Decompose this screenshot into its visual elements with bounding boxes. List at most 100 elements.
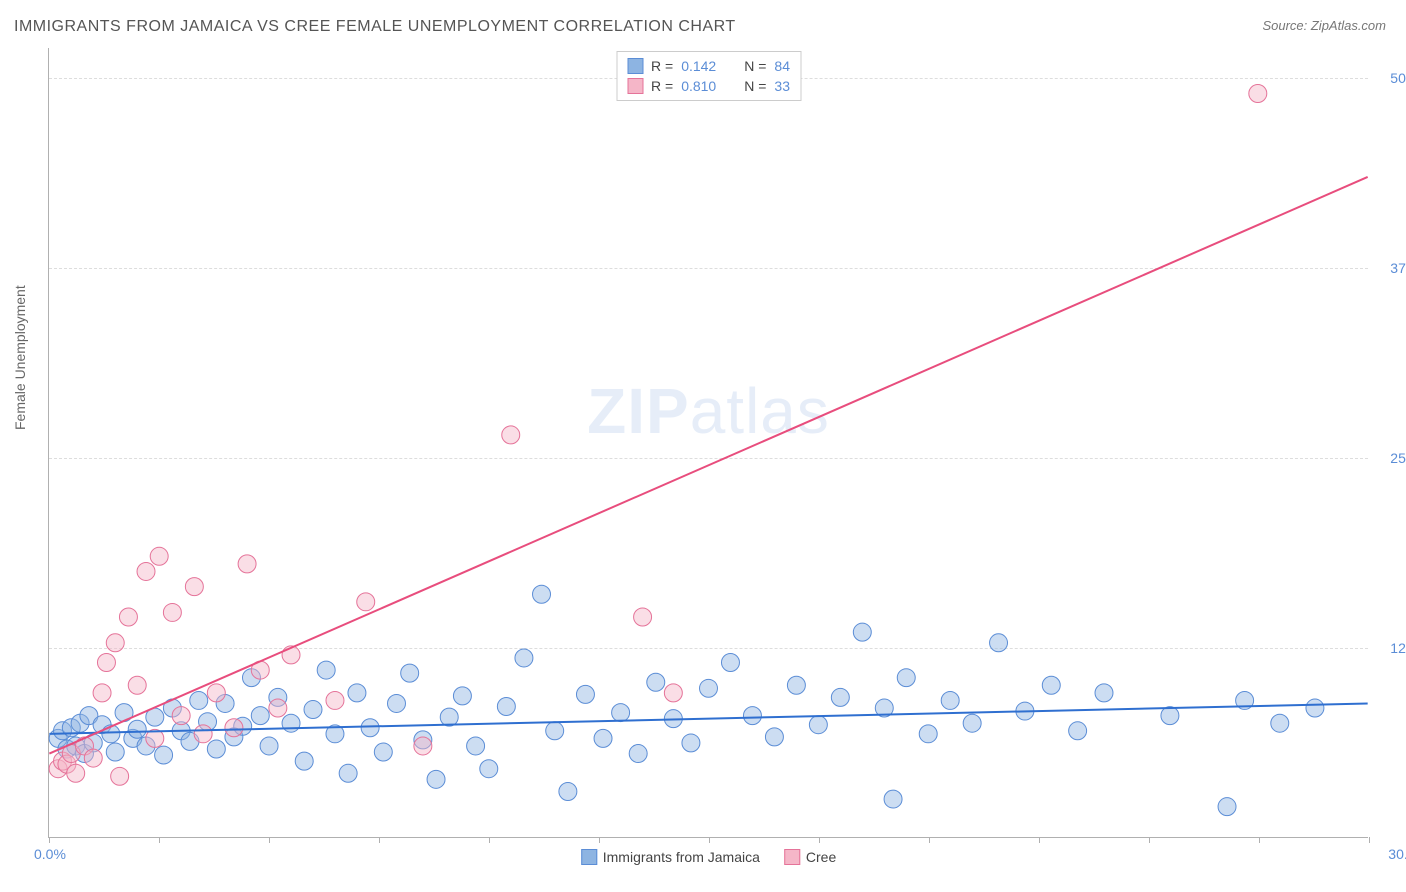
swatch-cree [627,78,643,94]
legend-row-jamaica: R = 0.142 N = 84 [627,56,790,76]
legend-row-cree: R = 0.810 N = 33 [627,76,790,96]
data-point-jamaica [304,701,322,719]
data-point-cree [163,603,181,621]
y-axis-label: Female Unemployment [12,285,28,430]
data-point-jamaica [348,684,366,702]
source-label: Source: [1262,18,1310,33]
data-point-cree [414,737,432,755]
data-point-jamaica [546,722,564,740]
data-point-jamaica [809,716,827,734]
data-point-jamaica [251,707,269,725]
data-point-jamaica [427,770,445,788]
data-point-jamaica [1042,676,1060,694]
data-point-cree [225,719,243,737]
data-point-jamaica [559,782,577,800]
data-point-jamaica [480,760,498,778]
data-point-cree [119,608,137,626]
data-point-jamaica [128,720,146,738]
data-point-jamaica [515,649,533,667]
data-point-jamaica [1306,699,1324,717]
data-point-jamaica [401,664,419,682]
data-point-jamaica [721,654,739,672]
data-point-jamaica [374,743,392,761]
data-point-cree [137,562,155,580]
data-point-jamaica [453,687,471,705]
data-point-jamaica [919,725,937,743]
source-attribution: Source: ZipAtlas.com [1262,18,1386,33]
legend-correlation: R = 0.142 N = 84 R = 0.810 N = 33 [616,51,801,101]
legend-series: Immigrants from Jamaica Cree [581,849,837,865]
data-point-jamaica [190,691,208,709]
data-point-jamaica [629,745,647,763]
data-point-cree [97,654,115,672]
data-point-jamaica [787,676,805,694]
n-label: N = [744,58,766,74]
chart-title: IMMIGRANTS FROM JAMAICA VS CREE FEMALE U… [14,18,736,36]
data-point-jamaica [388,694,406,712]
legend-item-cree: Cree [784,849,836,865]
data-point-jamaica [207,740,225,758]
x-origin-label: 0.0% [34,846,66,862]
n-label: N = [744,78,766,94]
x-tick [49,837,50,843]
data-point-cree [150,547,168,565]
data-point-cree [357,593,375,611]
r-label: R = [651,58,673,74]
data-point-jamaica [533,585,551,603]
series-label-jamaica: Immigrants from Jamaica [603,849,760,865]
x-tick [379,837,380,843]
y-tick-label: 25.0% [1390,450,1406,466]
swatch-jamaica [581,849,597,865]
x-tick [819,837,820,843]
data-point-cree [634,608,652,626]
data-point-jamaica [317,661,335,679]
data-point-jamaica [467,737,485,755]
trend-line-cree [49,177,1367,754]
data-point-jamaica [853,623,871,641]
data-point-jamaica [361,719,379,737]
data-point-jamaica [497,698,515,716]
r-value-jamaica: 0.142 [681,58,716,74]
data-point-cree [238,555,256,573]
x-tick [489,837,490,843]
x-tick [1039,837,1040,843]
data-point-jamaica [594,729,612,747]
data-point-cree [194,725,212,743]
data-point-jamaica [295,752,313,770]
x-max-label: 30.0% [1388,846,1406,862]
data-point-jamaica [682,734,700,752]
data-point-jamaica [700,679,718,697]
data-point-jamaica [1161,707,1179,725]
n-value-cree: 33 [774,78,790,94]
data-point-cree [111,767,129,785]
x-tick [1149,837,1150,843]
y-tick-label: 12.5% [1390,640,1406,656]
data-point-cree [207,684,225,702]
data-point-cree [93,684,111,702]
data-point-cree [106,634,124,652]
r-label: R = [651,78,673,94]
x-tick [929,837,930,843]
x-tick [1369,837,1370,843]
data-point-jamaica [576,685,594,703]
data-point-jamaica [155,746,173,764]
data-point-jamaica [1271,714,1289,732]
x-tick [599,837,600,843]
data-point-jamaica [884,790,902,808]
data-point-cree [128,676,146,694]
data-point-jamaica [1218,798,1236,816]
data-point-cree [84,749,102,767]
data-point-cree [269,699,287,717]
y-tick-label: 37.5% [1390,260,1406,276]
data-point-cree [172,707,190,725]
data-point-jamaica [260,737,278,755]
x-tick [1259,837,1260,843]
plot-area: ZIPatlas 12.5%25.0%37.5%50.0% R = 0.142 … [48,48,1368,838]
data-point-jamaica [339,764,357,782]
y-tick-label: 50.0% [1390,70,1406,86]
x-tick [159,837,160,843]
data-point-jamaica [990,634,1008,652]
data-point-jamaica [106,743,124,761]
data-point-jamaica [647,673,665,691]
data-point-cree [1249,85,1267,103]
